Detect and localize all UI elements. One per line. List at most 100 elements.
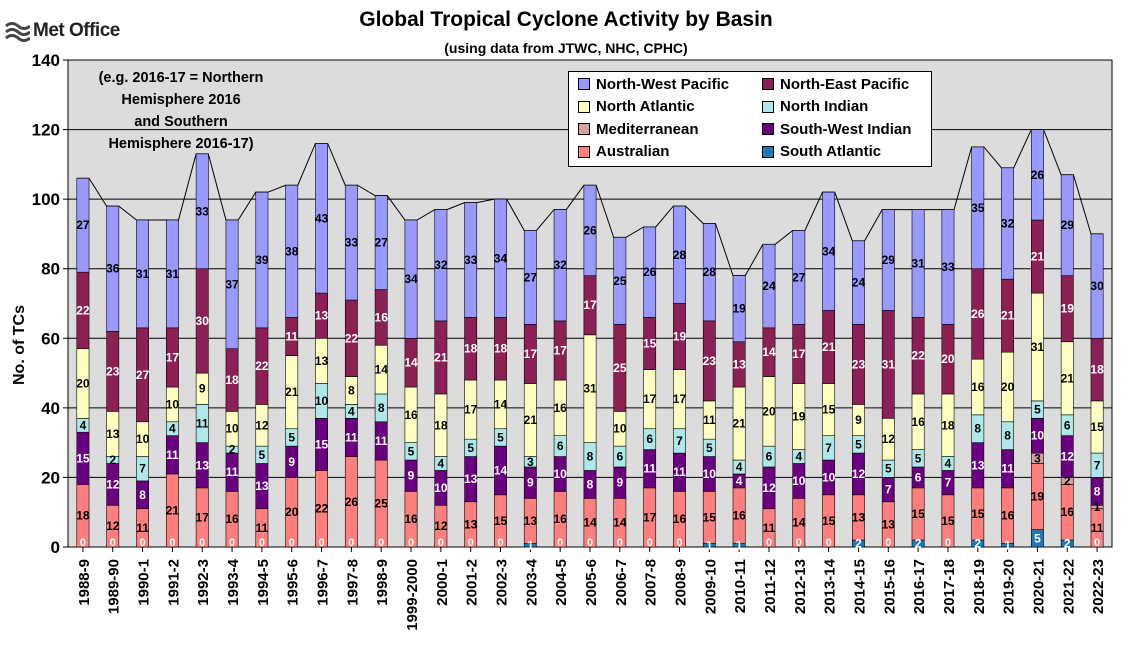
data-label: 17 xyxy=(553,343,567,357)
data-label: 0 xyxy=(348,537,354,549)
data-label: 16 xyxy=(1061,505,1075,519)
data-label: 31 xyxy=(166,267,180,281)
legend-swatch xyxy=(578,123,590,135)
legend-swatch xyxy=(762,145,774,158)
data-label: 17 xyxy=(524,347,538,361)
legend-label: North Atlantic xyxy=(596,98,695,115)
x-tick-label: 2012-13 xyxy=(792,559,809,614)
data-label: 8 xyxy=(348,383,355,397)
data-label: 10 xyxy=(792,474,806,488)
data-label: 10 xyxy=(225,422,239,436)
data-label: 26 xyxy=(971,307,985,321)
data-label: 21 xyxy=(1031,250,1045,264)
data-label: 10 xyxy=(1031,429,1045,443)
data-label: 0 xyxy=(885,537,891,549)
data-label: 5 xyxy=(855,437,862,451)
chart-legend: North-West Pacific North-East Pacific Nort… xyxy=(568,71,932,167)
data-label: 15 xyxy=(643,337,657,351)
data-label: 20 xyxy=(762,404,776,418)
data-label: 11 xyxy=(763,521,776,535)
legend-item: North Indian xyxy=(762,96,868,118)
data-label: 13 xyxy=(106,427,120,441)
data-label: 22 xyxy=(76,303,90,317)
data-label: 11 xyxy=(643,462,656,476)
data-label: 2 xyxy=(915,537,922,551)
data-label: 34 xyxy=(404,272,418,286)
data-label: 25 xyxy=(613,274,627,288)
data-label: 22 xyxy=(315,502,329,516)
data-label: 9 xyxy=(855,413,862,427)
bar-segment xyxy=(494,198,507,318)
data-label: 25 xyxy=(375,497,389,511)
bar-segment xyxy=(1031,129,1044,221)
data-label: 15 xyxy=(494,514,508,528)
x-tick-label: 2011-12 xyxy=(762,559,779,613)
data-label: 10 xyxy=(434,481,448,495)
bar-segment xyxy=(971,146,985,270)
data-label: 8 xyxy=(139,488,146,502)
data-label: 11 xyxy=(1091,521,1104,535)
legend-swatch xyxy=(762,123,774,135)
data-label: 18 xyxy=(225,373,239,387)
bar-segment xyxy=(1090,233,1104,339)
data-label: 17 xyxy=(792,347,806,361)
data-label: 2 xyxy=(974,537,981,551)
data-label: 38 xyxy=(285,244,299,258)
data-label: 6 xyxy=(646,432,653,446)
bar-segment xyxy=(911,209,925,318)
data-label: 9 xyxy=(408,469,415,483)
data-label: 27 xyxy=(792,270,806,284)
data-label: 33 xyxy=(941,260,955,274)
data-label: 7 xyxy=(139,462,146,476)
data-label: 17 xyxy=(643,392,657,406)
data-label: 22 xyxy=(911,349,925,363)
data-label: 0 xyxy=(140,537,146,549)
bar-segment xyxy=(1001,167,1015,280)
bar-segment xyxy=(732,275,746,343)
bar-segment xyxy=(255,191,269,329)
data-label: 31 xyxy=(583,382,597,396)
data-label: 18 xyxy=(464,342,478,356)
data-label: 0 xyxy=(945,537,951,549)
data-label: 26 xyxy=(583,223,597,237)
x-tick-label: 2009-10 xyxy=(702,559,719,614)
data-label: 5 xyxy=(915,451,922,465)
data-label: 10 xyxy=(166,397,180,411)
data-label: 34 xyxy=(822,244,836,258)
x-tick-label: 1997-8 xyxy=(344,559,361,606)
x-tick-label: 2003-4 xyxy=(523,558,540,605)
data-label: 0 xyxy=(199,537,205,549)
data-label: 13 xyxy=(852,510,866,524)
data-label: 7 xyxy=(1094,458,1101,472)
data-label: 37 xyxy=(225,277,239,291)
x-tick-label: 1992-3 xyxy=(195,559,212,606)
x-tick-label: 2001-2 xyxy=(464,559,481,606)
x-tick-label: 2002-3 xyxy=(494,559,511,606)
data-label: 12 xyxy=(1061,450,1075,464)
data-label: 11 xyxy=(256,521,269,535)
data-label: 9 xyxy=(199,382,206,396)
data-label: 27 xyxy=(375,236,389,250)
x-tick-label: 2019-20 xyxy=(1001,559,1018,614)
data-label: 14 xyxy=(613,516,627,530)
legend-label: North Indian xyxy=(780,98,869,115)
data-label: 10 xyxy=(703,467,717,481)
data-label: 8 xyxy=(378,401,385,415)
x-tick-label: 2013-14 xyxy=(822,558,839,614)
data-label: 6 xyxy=(557,439,564,453)
data-label: 2 xyxy=(855,537,862,551)
data-label: 27 xyxy=(76,218,90,232)
data-label: 31 xyxy=(136,267,150,281)
data-label: 32 xyxy=(1001,216,1015,230)
x-tick-label: 2007-8 xyxy=(643,559,660,606)
data-label: 11 xyxy=(673,465,686,479)
data-label: 14 xyxy=(792,516,806,530)
bar-segment xyxy=(822,191,836,311)
data-label: 19 xyxy=(673,330,687,344)
data-label: 27 xyxy=(524,270,538,284)
data-label: 12 xyxy=(852,467,866,481)
data-label: 5 xyxy=(467,441,474,455)
legend-label: North-West Pacific xyxy=(596,75,730,93)
data-label: 13 xyxy=(315,309,329,323)
legend-item: Mediterranean xyxy=(578,118,699,140)
